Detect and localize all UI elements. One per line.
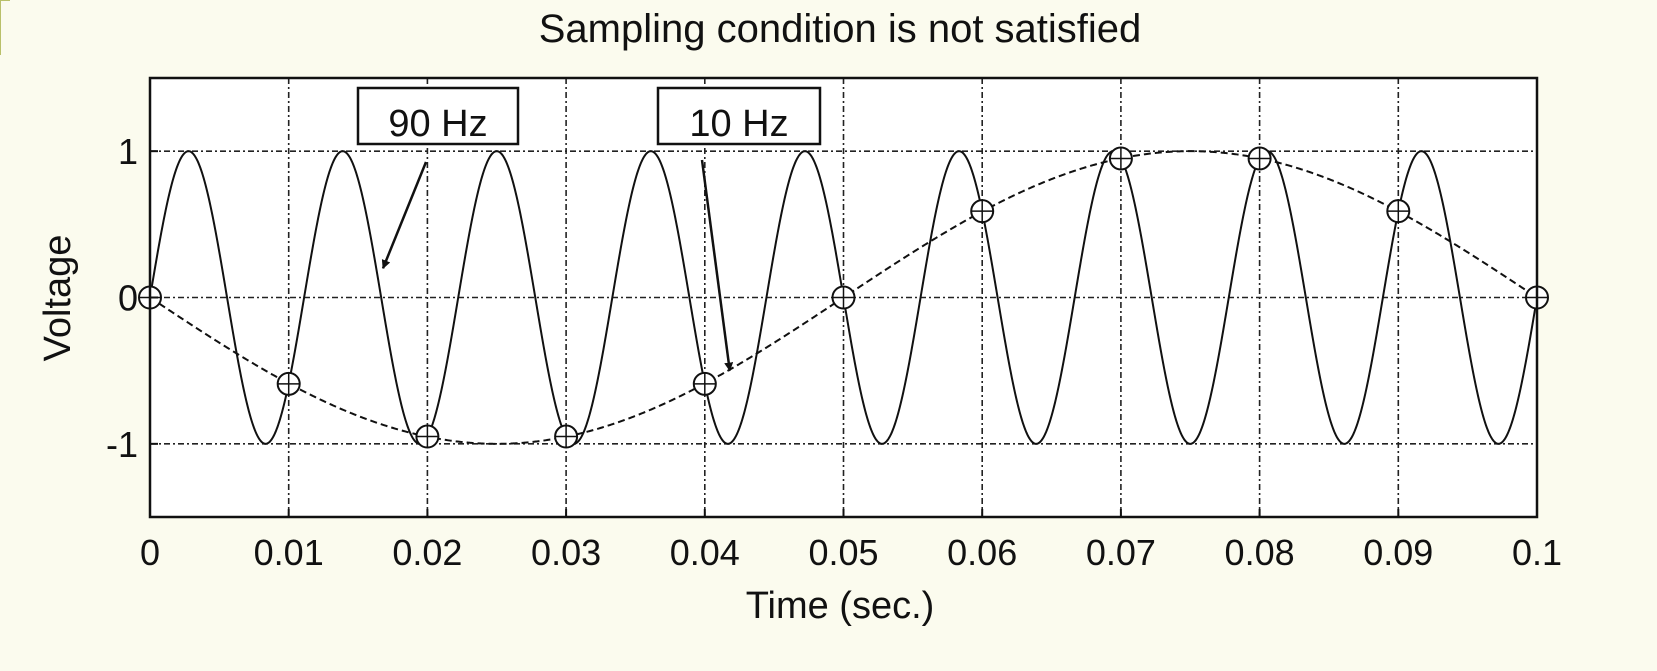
y-tick-label: -1: [106, 424, 138, 465]
page-corner-decoration: [0, 0, 10, 55]
x-axis-title: Time (sec.): [746, 585, 935, 627]
annotation-0: 90 Hz: [356, 86, 520, 270]
y-axis-title: Voltage: [37, 235, 79, 362]
x-tick-label: 0.09: [1363, 532, 1433, 573]
x-tick-label: 0.02: [392, 532, 462, 573]
annotation-label: 10 Hz: [689, 103, 788, 145]
sample-point: [276, 371, 301, 396]
annotations: 90 Hz 10 Hz: [356, 86, 822, 372]
sample-point: [692, 371, 717, 396]
x-tick-label: 0.04: [670, 532, 740, 573]
x-tick-label: 0.07: [1086, 532, 1156, 573]
y-axis-ticks: 1 0 -1: [106, 131, 158, 465]
x-tick-label: 0: [140, 532, 160, 573]
sample-point: [1247, 146, 1272, 171]
x-tick-label: 0.03: [531, 532, 601, 573]
sample-point: [1386, 199, 1411, 224]
annotation-box: [356, 86, 520, 146]
annotation-1: 10 Hz: [656, 86, 822, 372]
sample-point: [831, 285, 856, 310]
annotation-box: [656, 86, 822, 146]
x-tick-label: 0.08: [1225, 532, 1295, 573]
chart-title: Sampling condition is not satisfied: [539, 7, 1142, 51]
sample-point: [554, 424, 579, 449]
x-tick-label: 0.01: [254, 532, 324, 573]
x-tick-label: 0.1: [1512, 532, 1562, 573]
annotation-arrow: [700, 159, 734, 372]
annotation-label: 90 Hz: [388, 103, 487, 145]
y-tick-label: 0: [118, 278, 138, 319]
annotation-arrow: [381, 161, 428, 270]
x-tick-label: 0.05: [808, 532, 878, 573]
x-tick-label: 0.06: [947, 532, 1017, 573]
x-axis-ticks: 0 0.01 0.02 0.03 0.04 0.05 0.06 0.07 0.08 0.09 0.1: [140, 509, 1562, 573]
plot-area: [138, 76, 1549, 519]
sample-point: [1108, 146, 1133, 171]
sample-point: [415, 424, 440, 449]
sample-point: [970, 199, 995, 224]
y-tick-label: 1: [118, 131, 138, 172]
